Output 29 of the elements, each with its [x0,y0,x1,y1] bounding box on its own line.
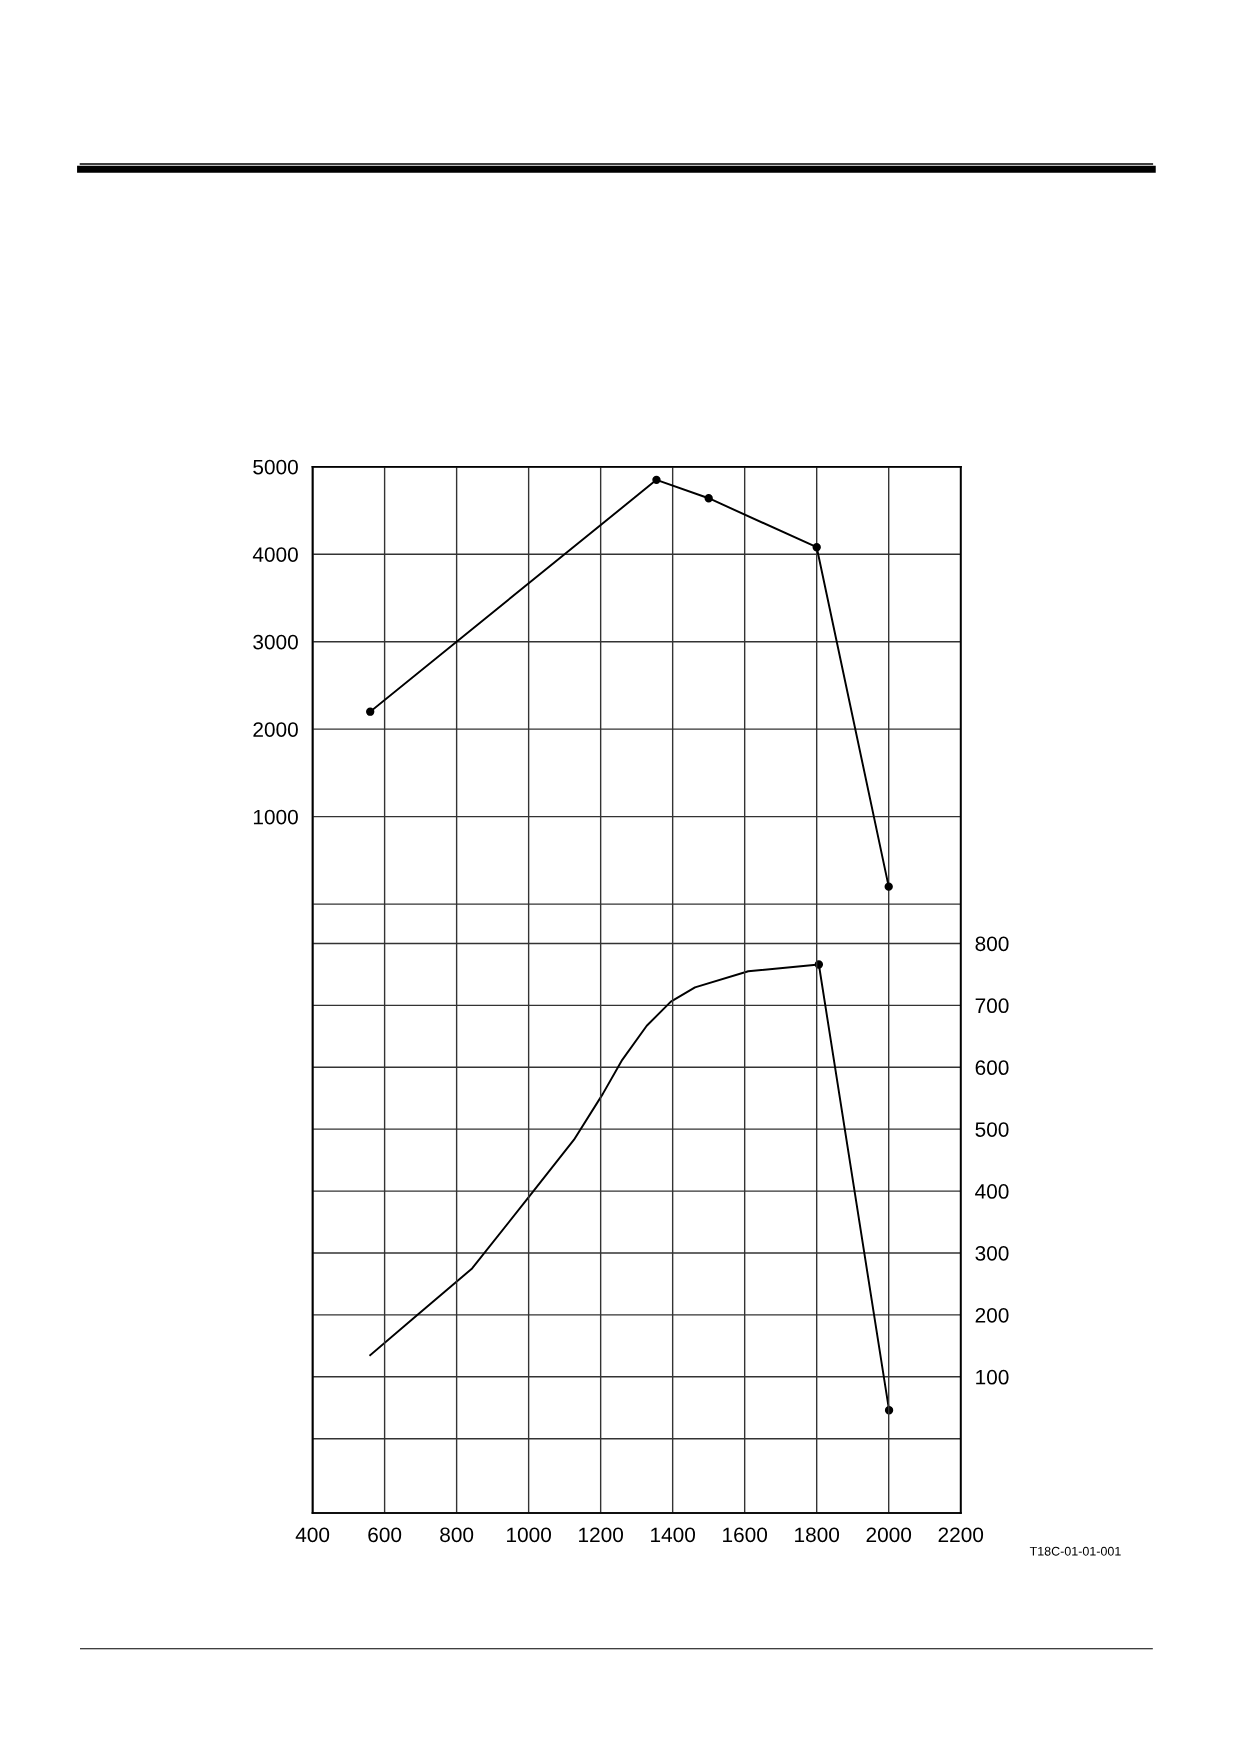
x-tick-label: 400 [295,1527,330,1543]
text: T18C-01-01-001 [1029,1546,1121,1556]
x-tick-label: 800 [440,1527,474,1543]
x-tick-label: 1600 [723,1527,768,1543]
x-tick-label: 600 [368,1527,402,1543]
y2-tick-label: 500 [975,1122,1009,1137]
x-tick-label: 2200 [938,1527,984,1543]
x-tick-label: 1000 [507,1527,551,1543]
point [884,882,893,891]
point [652,475,661,485]
y-tick-label: 5000 [253,459,298,475]
y2-tick-label: 400 [975,1184,1009,1199]
y2-tick-label: 800 [975,936,1009,952]
point [812,543,821,552]
y2-tick-label: 600 [975,1060,1009,1076]
point [366,707,375,716]
y-tick-label: 2000 [253,722,298,737]
x-tick-label: 1400 [651,1527,696,1543]
y2-tick-label: 200 [975,1307,1009,1323]
y-tick-label: 4000 [252,547,298,562]
point [704,494,713,503]
y2-tick-label: 300 [975,1245,1009,1261]
y-tick-label: 1000 [253,809,298,825]
y-tick-label: 3000 [253,634,298,650]
y2-tick-label: 700 [975,998,1009,1014]
x-tick-label: 2000 [866,1527,912,1543]
x-tick-label: 1800 [795,1527,840,1543]
x-tick-label: 1200 [579,1527,624,1543]
y2-tick-label: 100 [976,1369,1009,1385]
